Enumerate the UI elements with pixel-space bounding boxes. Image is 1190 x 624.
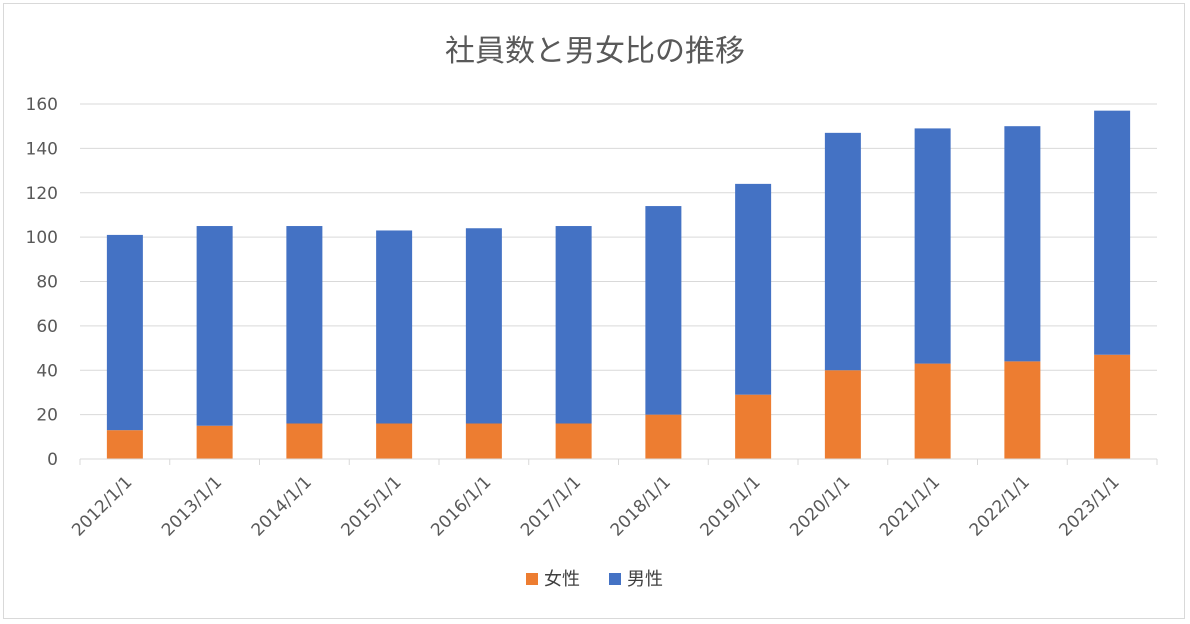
bar-segment [1094, 354, 1131, 459]
bar-segment [465, 423, 502, 459]
bar-segment [645, 206, 682, 415]
bar-segment [1094, 110, 1131, 355]
x-tick-label: 2012/1/1 [68, 472, 136, 540]
x-tick-label: 2013/1/1 [158, 472, 226, 540]
bar-segment [196, 425, 233, 459]
x-tick-label: 2014/1/1 [248, 472, 316, 540]
bar-segment [376, 423, 413, 459]
gridlines [80, 103, 1157, 416]
bar-segment [824, 132, 861, 371]
y-tick-label: 80 [36, 273, 58, 293]
x-tick-label: 2017/1/1 [517, 472, 585, 540]
chart-title: 社員数と男女比の推移 [445, 34, 745, 69]
bar-segment [914, 363, 951, 459]
legend-label: 男性 [627, 569, 663, 590]
bar-segment [376, 230, 413, 424]
bar-segment [286, 423, 323, 459]
x-tick-label: 2021/1/1 [876, 472, 944, 540]
bar-segment [824, 370, 861, 459]
bar-segment [555, 226, 592, 424]
bar-segment [1004, 126, 1041, 362]
bar-segment [645, 414, 682, 459]
y-tick-label: 140 [26, 139, 58, 159]
y-tick-label: 0 [47, 450, 58, 470]
x-tick-label: 2015/1/1 [338, 472, 406, 540]
x-tick-label: 2018/1/1 [607, 472, 675, 540]
bar-segment [106, 234, 143, 431]
bar-segment [106, 430, 143, 459]
bar-segment [196, 226, 233, 426]
legend: 女性 男性 [526, 569, 663, 590]
bar-segment [1004, 361, 1041, 459]
y-tick-label: 20 [36, 406, 58, 426]
x-tick-label: 2019/1/1 [697, 472, 765, 540]
y-tick-label: 160 [26, 95, 58, 115]
bar-segment [465, 228, 502, 424]
legend-swatch [609, 573, 621, 585]
bars [106, 110, 1131, 459]
bar-segment [735, 183, 772, 395]
legend-swatch [526, 573, 538, 585]
x-tick-label: 2020/1/1 [786, 472, 854, 540]
bar-segment [735, 394, 772, 459]
y-tick-label: 100 [26, 228, 58, 248]
x-tick-label: 2022/1/1 [966, 472, 1034, 540]
y-tick-label: 120 [26, 184, 58, 204]
y-tick-label: 60 [36, 317, 58, 337]
x-tick-label: 2016/1/1 [427, 472, 495, 540]
bar-segment [914, 128, 951, 364]
legend-label: 女性 [544, 569, 580, 590]
x-tick-label: 2023/1/1 [1056, 472, 1124, 540]
y-tick-label: 40 [36, 361, 58, 381]
bar-segment [286, 226, 323, 424]
bar-segment [555, 423, 592, 459]
